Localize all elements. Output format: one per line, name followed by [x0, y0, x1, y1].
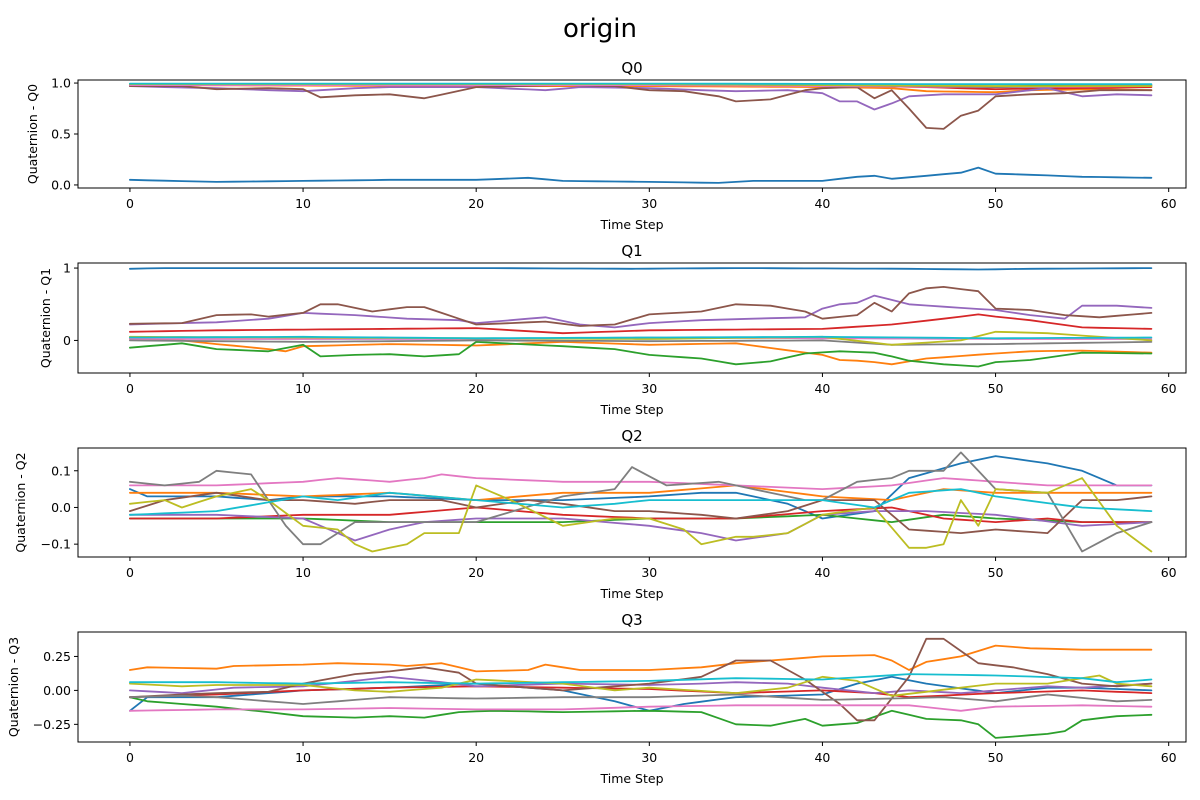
x-tick-label: 10: [295, 381, 311, 396]
plot-frame: [77, 262, 1187, 374]
series-line-9: [129, 82, 1153, 85]
y-tick-label: 0.5: [51, 127, 71, 142]
y-tick-label: 1: [63, 261, 71, 276]
series-line-3: [129, 313, 1153, 335]
series-line-5: [129, 286, 1153, 327]
series-line-7: [129, 693, 1153, 705]
x-tick-label: 30: [641, 381, 657, 396]
series-group: [129, 82, 1153, 184]
series-line-9: [129, 488, 1153, 516]
y-tick-label: 0.0: [51, 500, 71, 515]
series-line-5: [129, 491, 1153, 534]
series-line-6: [129, 704, 1153, 712]
x-tick-label: 50: [988, 750, 1004, 765]
y-tick-label: 0.25: [43, 649, 71, 664]
subplot-q1: 0 10 20 30 40 50 60 0 1 Q1 Time Step Quaternion - Q…: [38, 242, 1187, 417]
series-line-4: [129, 85, 1153, 111]
x-tick-label: 60: [1161, 565, 1177, 580]
series-line-1: [129, 337, 1153, 366]
x-tick-label: 10: [295, 565, 311, 580]
subplot-q0: 0 10 20 30 40 50 60 0.0 0.5 1.0 Q0 Time Step Quatern…: [25, 59, 1187, 232]
series-line-0: [129, 455, 1153, 520]
y-tick-label: −0.25: [33, 717, 71, 732]
figure-title: origin: [563, 14, 637, 44]
series-line-8: [129, 674, 1153, 697]
series-line-9: [129, 335, 1153, 340]
x-tick-label: 20: [468, 381, 484, 396]
series-line-8: [129, 477, 1153, 553]
series-group: [129, 267, 1153, 368]
series-line-7: [129, 339, 1153, 346]
x-tick-label: 40: [814, 196, 830, 211]
series-line-0: [129, 166, 1153, 184]
x-tick-label: 20: [468, 565, 484, 580]
y-axis-label: Quaternion - Q2: [13, 452, 28, 552]
x-tick-label: 10: [295, 196, 311, 211]
series-line-6: [129, 473, 1153, 490]
x-axis-label: Time Step: [599, 586, 663, 601]
x-axis-label: Time Step: [599, 402, 663, 417]
y-tick-label: 0: [63, 333, 71, 348]
plot-frame: [77, 631, 1187, 743]
x-tick-label: 50: [988, 565, 1004, 580]
plot-frame: [77, 447, 1187, 558]
series-line-2: [129, 696, 1153, 739]
subplot-title: Q3: [621, 611, 642, 629]
series-line-1: [129, 644, 1153, 673]
x-tick-label: 20: [468, 750, 484, 765]
series-line-9: [129, 673, 1153, 685]
x-tick-label: 50: [988, 381, 1004, 396]
series-group: [129, 637, 1153, 739]
series-line-4: [129, 510, 1153, 542]
series-line-4: [129, 294, 1153, 329]
y-axis-label: Quaternion - Q1: [38, 268, 53, 368]
series-line-0: [129, 267, 1153, 271]
x-axis-label: Time Step: [599, 771, 663, 786]
x-tick-label: 40: [814, 565, 830, 580]
x-axis-label: Time Step: [599, 217, 663, 232]
x-tick-label: 0: [126, 565, 134, 580]
subplot-title: Q1: [621, 242, 642, 260]
x-tick-label: 20: [468, 196, 484, 211]
x-tick-label: 60: [1161, 381, 1177, 396]
series-group: [129, 451, 1153, 553]
y-axis-label: Quaternion - Q0: [25, 84, 40, 184]
subplot-title: Q0: [621, 59, 642, 77]
x-tick-label: 30: [641, 750, 657, 765]
x-tick-label: 40: [814, 381, 830, 396]
series-line-7: [129, 451, 1153, 553]
x-tick-label: 0: [126, 381, 134, 396]
series-line-5: [129, 84, 1153, 130]
series-line-2: [129, 341, 1153, 368]
x-tick-label: 60: [1161, 196, 1177, 211]
subplot-q2: 0 10 20 30 40 50 60 −0.1 0.0 0.1 Q2 Time Step Quater…: [13, 427, 1187, 601]
subplot-q3: 0 10 20 30 40 50 60 −0.25 0.00 0.25 Q3 Time Step Qua…: [6, 611, 1187, 786]
x-tick-label: 0: [126, 196, 134, 211]
plot-frame: [77, 79, 1187, 189]
y-tick-label: 0.1: [51, 463, 71, 478]
y-tick-label: 1.0: [51, 76, 71, 91]
y-tick-label: −0.1: [41, 537, 71, 552]
y-axis-label: Quaternion - Q3: [6, 637, 21, 737]
x-tick-label: 10: [295, 750, 311, 765]
y-tick-label: 0.0: [51, 177, 71, 192]
y-tick-label: 0.00: [43, 683, 71, 698]
x-tick-label: 60: [1161, 750, 1177, 765]
x-tick-label: 30: [641, 565, 657, 580]
x-tick-label: 40: [814, 750, 830, 765]
x-tick-label: 50: [988, 196, 1004, 211]
subplot-title: Q2: [621, 427, 642, 445]
x-tick-label: 30: [641, 196, 657, 211]
x-tick-label: 0: [126, 750, 134, 765]
